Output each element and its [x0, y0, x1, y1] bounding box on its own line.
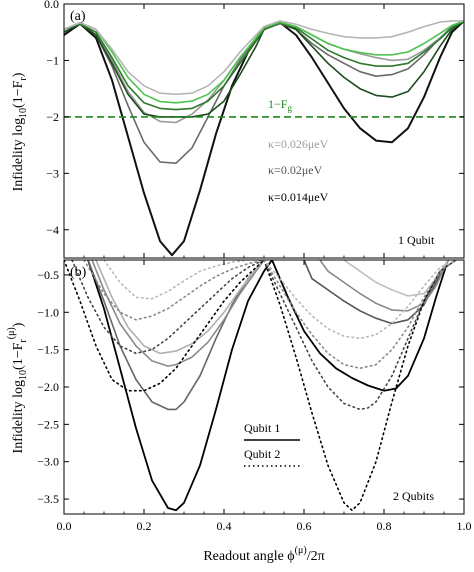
panel-a-ytick-label: −3 [46, 166, 59, 180]
panel-a-series-line-5 [64, 20, 464, 111]
panel-b-ytick-label: −1.0 [37, 305, 59, 319]
panel-a-label: (a) [70, 9, 86, 24]
panel-b-ylabel: Infidelity log10(1−Fr(μ)) [6, 322, 29, 453]
panel-b-label: (b) [70, 265, 87, 280]
panel-b-series-line-9 [64, 260, 265, 392]
panel-a-series-line-4 [64, 20, 464, 118]
panel-b-series-line-2 [87, 260, 265, 411]
panel-a-series-line-7 [64, 20, 464, 96]
panel-a-series [64, 19, 464, 257]
panel-b-xlabel: Readout angle ϕ(μ)/2π [203, 545, 324, 564]
panel-b-series-line-15 [263, 260, 457, 370]
kappa-annotation-0014: κ=0.014μeV [268, 190, 329, 204]
panel-b-xtick-label: 0.4 [217, 519, 232, 533]
panel-b-xtick-label: 0.2 [137, 519, 152, 533]
panel-b-xtick-label: 0.6 [297, 519, 312, 533]
panel-b-ytick-label: −2.0 [37, 380, 59, 394]
panel-a-ytick-label: 0.0 [44, 0, 59, 11]
panel-a-ylabel: Infidelity log10(1−Fr) [11, 72, 29, 191]
panel-b-ytick-label: −0.5 [37, 268, 59, 282]
panel-b-series-line-1 [87, 260, 273, 512]
panel-b-ytick-label: −3.5 [37, 492, 59, 506]
panel-a-series-line-2 [64, 20, 464, 164]
panel-b-xtick-label: 1.0 [457, 519, 472, 533]
panel-b-ticks: 0.0 0.2 0.4 0.6 0.8 1.0 −0.5 −1.0 −1.5 −2.0 −2.5 −3… [37, 260, 472, 533]
panel-b-ytick-label: −2.5 [37, 417, 59, 431]
panel-b-xtick-label: 0.0 [57, 519, 72, 533]
panel-a-ytick-label: −4 [46, 223, 59, 237]
panel-b-series-line-12 [103, 260, 265, 300]
kappa-annotation-0026: κ=0.026μeV [268, 137, 329, 151]
panel-b-series-line-3 [91, 260, 265, 367]
panel-b-series-line-11 [83, 260, 265, 321]
panel-b-series-line-7 [319, 260, 449, 312]
panel-b-ytick-label: −1.5 [37, 343, 59, 357]
panel-b-frame [63, 259, 465, 515]
panel-b-series [64, 260, 457, 512]
panel-b-series-line-5 [271, 260, 449, 392]
panel-b-corner-note: 2 Qubits [393, 489, 434, 503]
panel-b-series-line-4 [95, 260, 265, 355]
reference-line-label: 1−Fg [268, 97, 292, 113]
panel-b-series-line-10 [71, 260, 265, 355]
kappa-annotation-002: κ=0.02μeV [268, 163, 323, 177]
legend-label-qubit-2: Qubit 2 [244, 447, 280, 461]
panel-b-series-line-14 [263, 260, 457, 411]
panel-b-series-line-16 [263, 260, 457, 340]
panel-b: 0.0 0.2 0.4 0.6 0.8 1.0 −0.5 −1.0 −1.5 −2.0 −2.5 −3… [6, 259, 472, 564]
panel-a-corner-note: 1 Qubit [398, 233, 435, 247]
panel-a: 0.0 −1 −2 −3 −4 (a) 1−Fg κ=0.026μeV κ=0.02μe… [11, 0, 465, 259]
panel-a-series-line-1 [64, 19, 464, 257]
legend-label-qubit-1: Qubit 1 [244, 421, 280, 435]
panel-b-ytick-label: −3.0 [37, 455, 59, 469]
panel-a-ytick-label: −2 [46, 110, 59, 124]
panel-b-xtick-label: 0.8 [377, 519, 392, 533]
panel-a-ytick-label: −1 [46, 53, 59, 67]
panel-a-ticks: 0.0 −1 −2 −3 −4 [44, 0, 465, 258]
